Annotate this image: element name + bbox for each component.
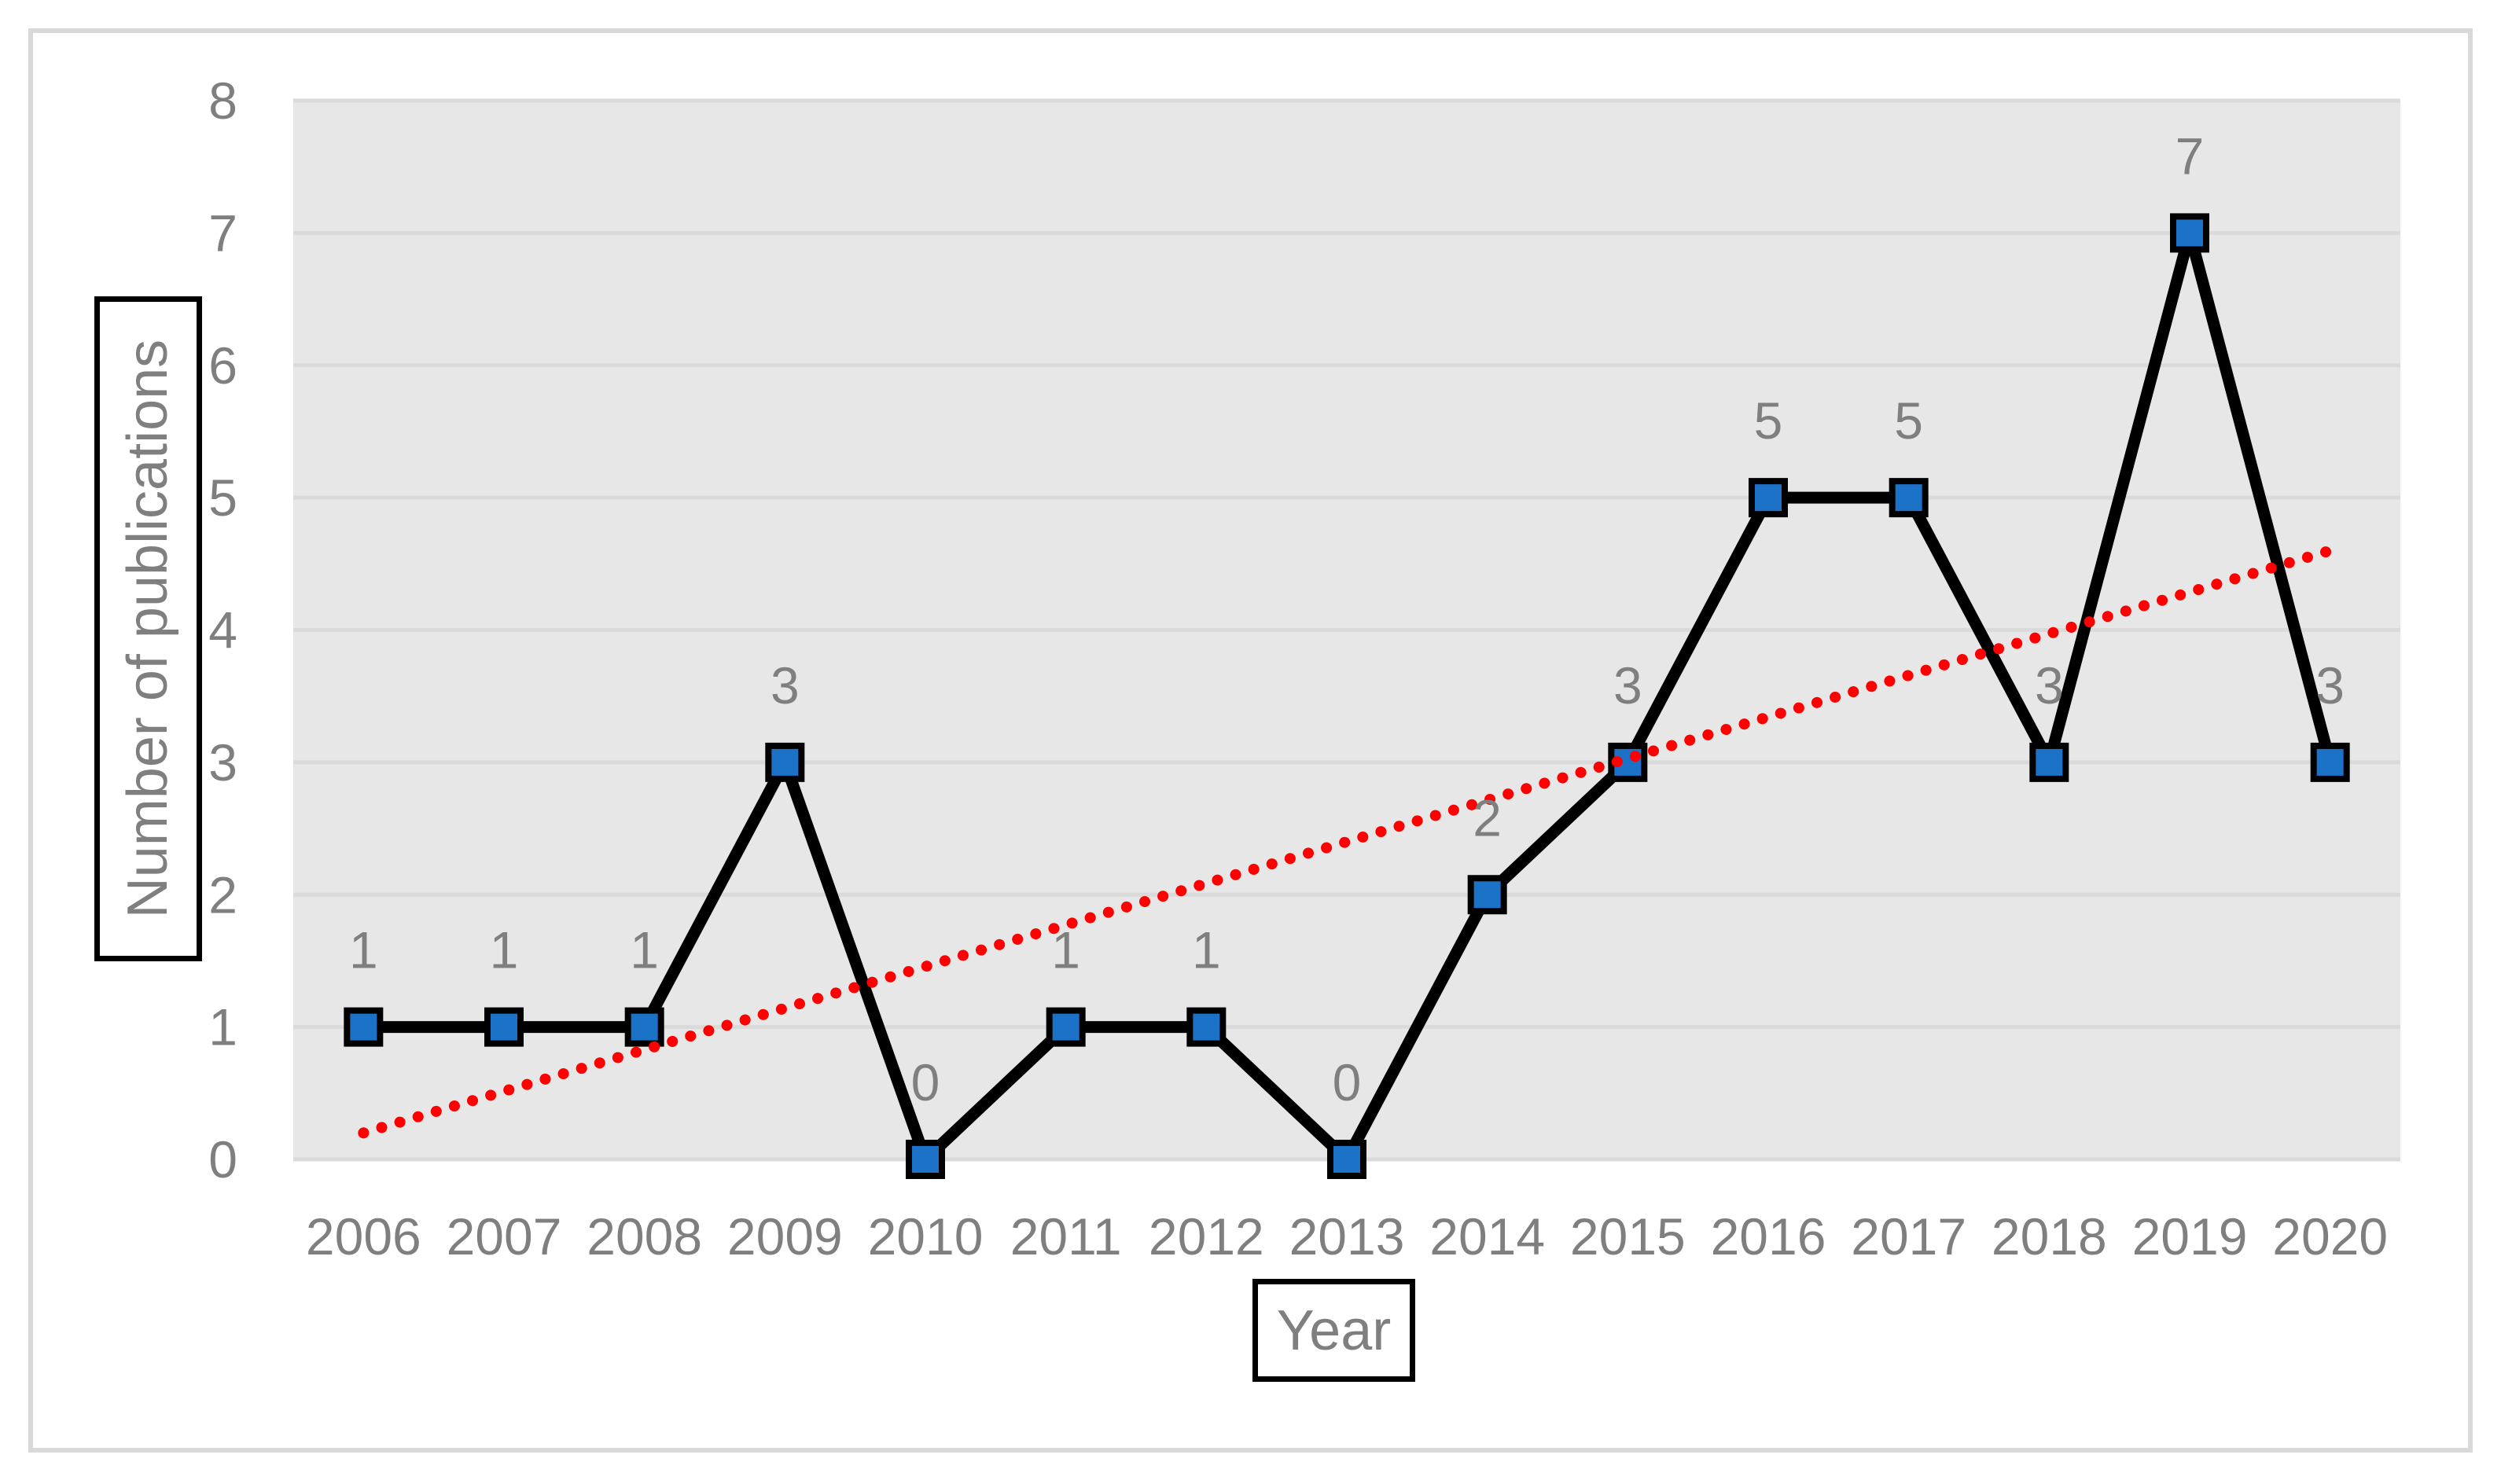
data-label: 5 <box>1894 391 1923 450</box>
data-point-marker-2014 <box>1467 875 1507 915</box>
data-label: 1 <box>349 921 378 979</box>
y-tick-label: 1 <box>208 998 237 1056</box>
data-point-marker-2012 <box>1186 1007 1227 1047</box>
y-tick-label: 4 <box>208 601 237 659</box>
data-label: 0 <box>1333 1053 1362 1111</box>
x-tick-label: 2008 <box>587 1207 702 1265</box>
data-point-marker-2010 <box>906 1140 945 1179</box>
y-tick-label: 0 <box>208 1130 237 1188</box>
x-tick-label: 2009 <box>727 1207 843 1265</box>
x-tick-label: 2014 <box>1429 1207 1545 1265</box>
data-label: 1 <box>1051 921 1080 979</box>
data-point-marker-2011 <box>1046 1007 1086 1047</box>
data-label: 0 <box>911 1053 940 1111</box>
data-point-marker-2008 <box>624 1007 664 1047</box>
data-label: 1 <box>630 921 659 979</box>
data-label: 3 <box>2315 656 2345 714</box>
x-tick-label: 2006 <box>306 1207 421 1265</box>
data-point-marker-2013 <box>1327 1140 1366 1179</box>
x-tick-label: 2011 <box>1010 1207 1122 1265</box>
data-label: 7 <box>2176 127 2205 185</box>
data-point-marker-2007 <box>484 1007 524 1047</box>
data-point-marker-2009 <box>765 742 805 782</box>
data-point-marker-2016 <box>1749 478 1788 518</box>
x-tick-label: 2020 <box>2272 1207 2388 1265</box>
x-tick-label: 2015 <box>1570 1207 1686 1265</box>
data-label: 2 <box>1473 788 1502 847</box>
x-tick-label: 2016 <box>1711 1207 1826 1265</box>
data-label: 3 <box>1613 656 1642 714</box>
y-tick-label: 7 <box>208 204 237 262</box>
y-tick-label: 8 <box>208 72 237 130</box>
data-point-marker-2018 <box>2029 742 2069 782</box>
data-label: 1 <box>1192 921 1221 979</box>
data-label: 3 <box>2035 656 2064 714</box>
x-axis-title-box: Year <box>1252 1279 1415 1382</box>
y-axis-title-box: Number of publications <box>94 296 202 961</box>
data-label: 5 <box>1754 391 1783 450</box>
x-tick-label: 2010 <box>868 1207 984 1265</box>
y-tick-label: 6 <box>208 336 237 395</box>
linear-trendline <box>358 545 2336 1139</box>
data-point-marker-2020 <box>2310 742 2350 782</box>
data-point-marker-2017 <box>1889 478 1929 518</box>
y-tick-label: 2 <box>208 865 237 924</box>
x-tick-label: 2018 <box>1992 1207 2107 1265</box>
data-label: 1 <box>490 921 519 979</box>
x-tick-label: 2019 <box>2132 1207 2248 1265</box>
data-label: 3 <box>771 656 800 714</box>
x-axis-title: Year <box>1276 1298 1392 1362</box>
chart-outer-border <box>28 28 2473 1453</box>
x-tick-label: 2017 <box>1851 1207 1966 1265</box>
data-point-marker-2019 <box>2170 213 2209 253</box>
x-tick-label: 2013 <box>1289 1207 1405 1265</box>
y-axis-title: Number of publications <box>116 339 180 919</box>
y-tick-label: 5 <box>208 468 237 527</box>
data-point-marker-2006 <box>344 1007 384 1047</box>
x-tick-label: 2007 <box>447 1207 562 1265</box>
y-tick-label: 3 <box>208 733 237 792</box>
x-tick-label: 2012 <box>1149 1207 1264 1265</box>
